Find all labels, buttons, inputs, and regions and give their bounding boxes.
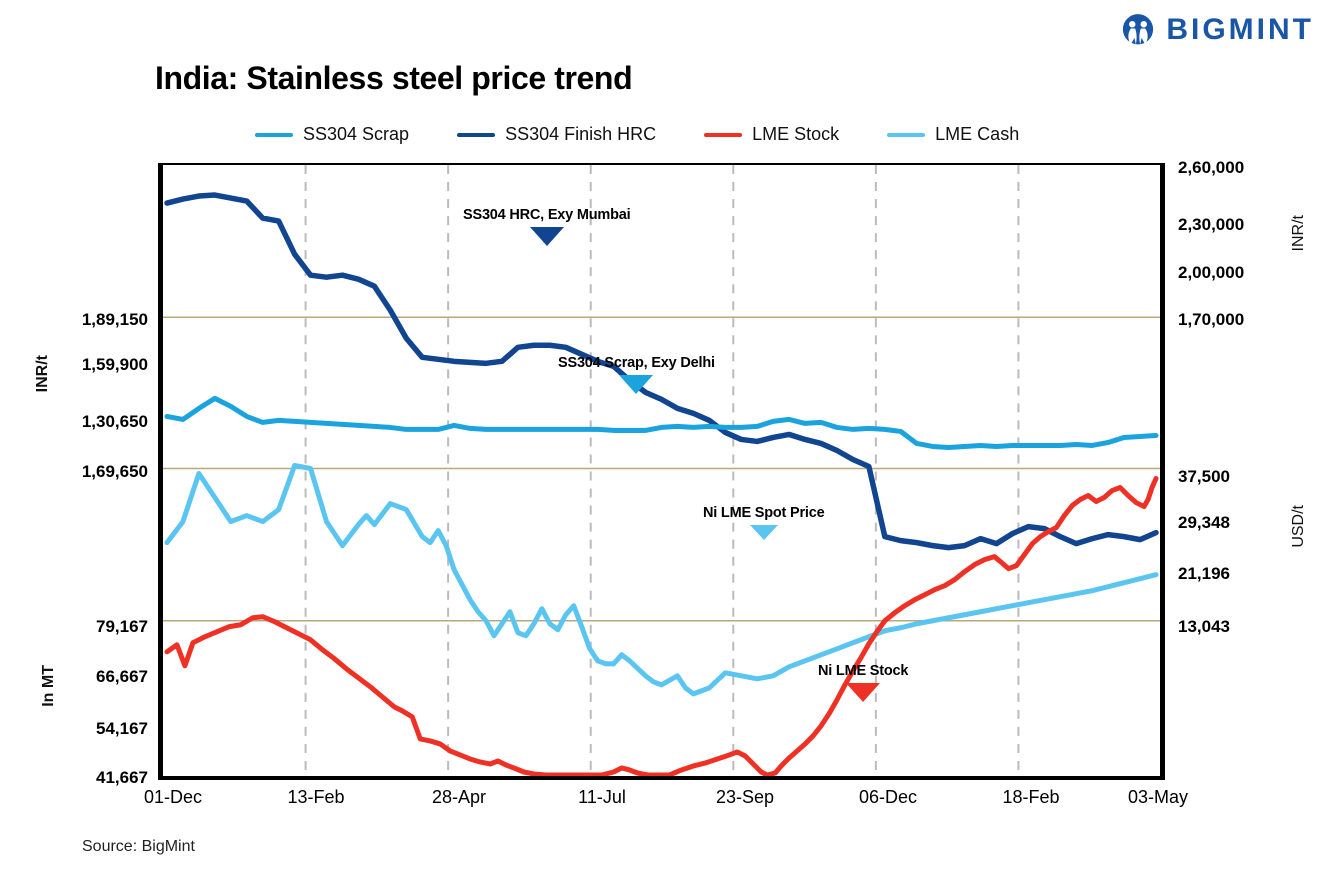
x-tick-label: 01-Dec	[143, 787, 203, 807]
chart-canvas	[163, 165, 1160, 776]
left-tick-label: 1,89,150	[81, 310, 148, 329]
legend-item-lme-cash[interactable]: LME Cash	[887, 124, 1019, 145]
bigmint-logo-icon	[1123, 14, 1154, 45]
right-tick-label: 1,70,000	[1178, 310, 1245, 329]
legend-swatch-icon	[704, 132, 743, 137]
legend-swatch-icon	[255, 132, 293, 137]
right-axis-unit-inr: INR/t	[1290, 215, 1307, 252]
annotation-pointer-triangle-icon	[846, 683, 881, 702]
x-tick-label: 03-May	[1127, 787, 1189, 807]
legend-item-ss304-scrap[interactable]: SS304 Scrap	[255, 124, 409, 145]
legend-swatch-icon	[457, 132, 496, 137]
x-tick-label: 13-Feb	[287, 787, 345, 807]
right-tick-label: 13,043	[1178, 617, 1230, 636]
left-tick-label: 1,59,900	[81, 355, 148, 374]
left-tick-label: 1,69,650	[81, 462, 148, 481]
left-tick-label: 41,667	[96, 768, 148, 787]
right-tick-label: 29,348	[1178, 513, 1230, 532]
left-tick-label: 79,167	[96, 617, 148, 636]
right-tick-label: 2,60,000	[1178, 158, 1245, 177]
left-tick-label: 54,167	[96, 719, 148, 738]
left-tick-label: 66,667	[96, 667, 148, 686]
right-tick-label: 21,196	[1178, 564, 1230, 583]
legend-label: LME Stock	[752, 124, 840, 144]
annotation-label: SS304 Scrap, Exy Delhi	[558, 355, 715, 371]
page-title: India: Stainless steel price trend	[155, 60, 633, 96]
chart-plot-area: SS304 HRC, Exy Mumbai SS304 Scrap, Exy D…	[158, 163, 1165, 780]
x-tick-label: 18-Feb	[1002, 787, 1060, 807]
annotation-ni-lme-spot-price: Ni LME Spot Price	[703, 505, 825, 540]
legend-item-lme-stock[interactable]: LME Stock	[704, 124, 839, 145]
annotation-label: Ni LME Stock	[818, 663, 909, 679]
brand-logo: BIGMINT	[1120, 12, 1314, 48]
legend-label: LME Cash	[935, 124, 1020, 144]
legend-label: SS304 Finish HRC	[505, 124, 657, 144]
horizontal-gridlines	[163, 316, 1160, 622]
legend-label: SS304 Scrap	[303, 124, 410, 144]
series-line-lme-cash	[164, 462, 1159, 697]
annotation-ss304-scrap-exy-delhi: SS304 Scrap, Exy Delhi	[558, 355, 715, 394]
x-tick-label: 28-Apr	[431, 787, 487, 807]
right-tick-label: 37,500	[1178, 467, 1230, 486]
brand-name: BIGMINT	[1166, 13, 1314, 46]
annotation-ss304-hrc-exy-mumbai: SS304 HRC, Exy Mumbai	[463, 207, 631, 246]
series-line-ss304-finish-hrc	[164, 192, 1159, 551]
annotation-ni-lme-stock: Ni LME Stock	[818, 663, 908, 702]
x-tick-label: 06-Dec	[858, 787, 918, 807]
annotation-label: Ni LME Spot Price	[703, 505, 825, 521]
annotation-pointer-triangle-icon	[619, 375, 654, 394]
annotation-label: SS304 HRC, Exy Mumbai	[463, 207, 631, 223]
annotation-pointer-triangle-icon	[529, 227, 564, 246]
x-tick-label: 23-Sep	[715, 787, 775, 807]
annotation-pointer-triangle-icon	[749, 525, 778, 540]
right-tick-label: 2,00,000	[1178, 263, 1245, 282]
series-line-lme-stock	[164, 476, 1159, 776]
legend-item-ss304-finish-hrc[interactable]: SS304 Finish HRC	[457, 124, 656, 145]
left-tick-label: 1,30,650	[81, 412, 148, 431]
x-tick-label: 11-Jul	[578, 787, 626, 807]
right-tick-label: 2,30,000	[1178, 215, 1245, 234]
series-line-ss304-scrap	[164, 395, 1159, 450]
source-note: Source: BigMint	[82, 838, 195, 855]
legend-swatch-icon	[887, 132, 926, 137]
chart-legend: SS304 Scrap SS304 Finish HRC LME Stock L…	[255, 124, 1019, 145]
right-axis-unit-usd: USD/t	[1290, 505, 1307, 548]
